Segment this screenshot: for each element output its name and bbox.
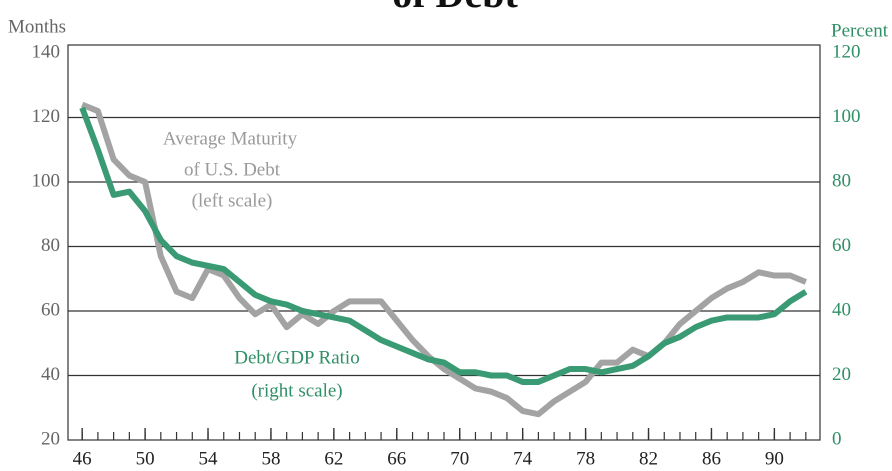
chart-title: of Debt <box>392 0 518 16</box>
x-tick-label: 62 <box>324 448 343 469</box>
y2-tick-label: 60 <box>832 235 851 256</box>
y2-axis-label: Percent <box>831 20 889 41</box>
x-tick-label: 54 <box>199 448 219 469</box>
annotation: Debt/GDP Ratio <box>234 347 359 368</box>
y2-tick-label: 40 <box>832 299 851 320</box>
annotation: (left scale) <box>192 190 273 211</box>
series-line <box>79 106 808 385</box>
y-tick-label: 20 <box>41 428 60 449</box>
x-tick-label: 50 <box>136 448 155 469</box>
y-tick-label: 60 <box>41 299 60 320</box>
x-tick-label: 82 <box>639 448 658 469</box>
plot: 20 40 60 80 100 120 140 0 20 40 60 80 100 120 46 50 54 58… <box>32 41 861 469</box>
x-tick-label: 66 <box>387 448 406 469</box>
y-tick-label: 80 <box>41 235 60 256</box>
y2-tick-label: 120 <box>832 41 861 62</box>
series-line <box>81 101 807 418</box>
y-tick-label: 140 <box>32 41 61 62</box>
annotation: (right scale) <box>251 380 342 401</box>
plot-frame <box>67 44 821 441</box>
x-tick-label: 70 <box>450 448 469 469</box>
x-tick-label: 78 <box>576 448 595 469</box>
y2-tick-label: 80 <box>832 170 851 191</box>
x-tick-label: 46 <box>73 448 92 469</box>
annotation: of U.S. Debt <box>184 159 281 180</box>
x-tick-label: 74 <box>513 448 533 469</box>
y2-tick-label: 0 <box>832 428 842 449</box>
y-axis-label: Months <box>8 16 66 37</box>
x-tick-label: 86 <box>702 448 721 469</box>
y2-tick-label: 20 <box>832 364 851 385</box>
annotation: Average Maturity <box>163 128 298 149</box>
y-tick-label: 100 <box>32 170 61 191</box>
x-tick-label: 90 <box>765 448 784 469</box>
y-tick-label: 120 <box>32 106 61 127</box>
y-tick-label: 40 <box>41 364 60 385</box>
x-tick-label: 58 <box>261 448 280 469</box>
y2-tick-label: 100 <box>832 106 861 127</box>
